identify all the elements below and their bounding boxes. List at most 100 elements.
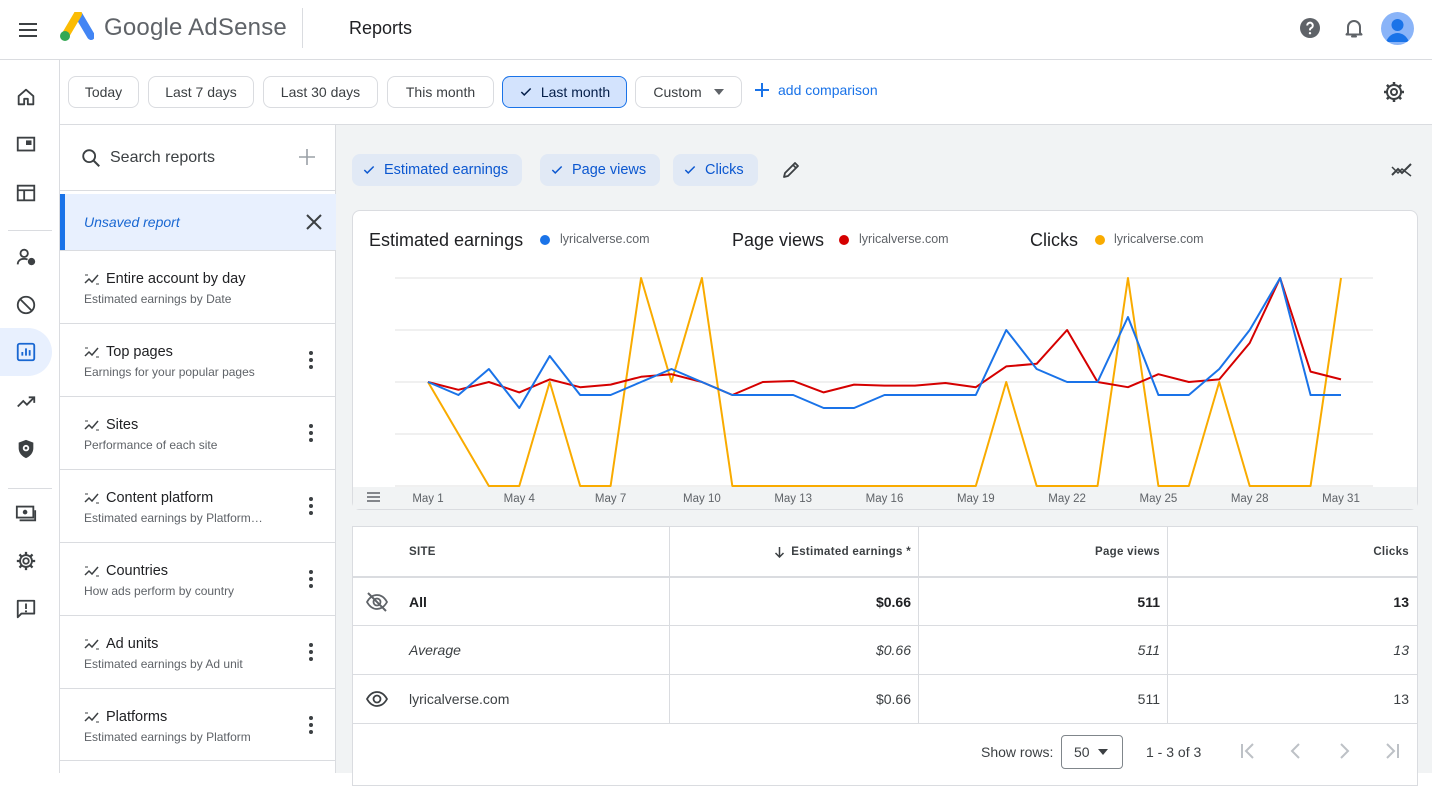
trend-icon	[84, 493, 99, 504]
rows-per-page-select[interactable]: 50	[1061, 735, 1123, 769]
visibility-off-icon[interactable]	[365, 591, 389, 613]
metric-chip-label: Page views	[572, 162, 647, 178]
cell-site: Average	[409, 642, 461, 658]
report-subtitle: Estimated earnings by Ad unit	[84, 657, 243, 671]
nav-reports[interactable]	[0, 328, 52, 376]
metric-chip-estimated-earnings[interactable]: Estimated earnings	[352, 154, 523, 186]
last-page-icon[interactable]	[1383, 742, 1401, 760]
nav-blocking-controls[interactable]	[0, 281, 52, 329]
notifications-icon[interactable]	[1342, 16, 1366, 40]
search-reports[interactable]: Search reports	[60, 125, 336, 191]
next-page-icon[interactable]	[1335, 742, 1353, 760]
trend-icon	[84, 347, 99, 358]
first-page-icon[interactable]	[1239, 742, 1257, 760]
chip-last-7-days[interactable]: Last 7 days	[148, 76, 254, 108]
metric-chip-clicks[interactable]: Clicks	[673, 154, 758, 186]
help-icon[interactable]	[1298, 16, 1322, 40]
edit-metrics-icon[interactable]	[781, 160, 801, 180]
more-vert-icon[interactable]	[302, 569, 320, 589]
visibility-icon[interactable]	[365, 689, 389, 709]
more-vert-icon[interactable]	[302, 350, 320, 370]
rail-divider	[8, 230, 52, 231]
dropdown-arrow-icon	[713, 89, 724, 95]
gear-icon[interactable]	[1382, 80, 1406, 104]
legend-metric: Clicks	[1030, 230, 1078, 250]
table-header-row: SITE Estimated earnings * Page views Cli…	[353, 527, 1417, 577]
metric-chip-label: Estimated earnings	[384, 162, 509, 178]
report-item[interactable]: Countries How ads perform by country	[60, 542, 336, 615]
report-subtitle: Estimated earnings by Platform	[84, 730, 251, 744]
column-header-site[interactable]: SITE	[409, 545, 436, 558]
x-tick-label: May 1	[412, 493, 443, 505]
custom-date-dropdown[interactable]: Custom	[635, 76, 742, 108]
more-vert-icon[interactable]	[302, 642, 320, 662]
nav-account[interactable]	[0, 537, 52, 585]
cell-earnings: $0.66	[875, 642, 911, 658]
report-subtitle: Estimated earnings by Platform…	[84, 511, 263, 525]
report-item[interactable]: Top pages Earnings for your popular page…	[60, 323, 336, 396]
cell-page-views: 511	[1137, 593, 1160, 610]
report-title: Countries	[106, 563, 169, 579]
optimization-icon	[17, 396, 36, 408]
report-item[interactable]: Platforms Estimated earnings by Platform	[60, 688, 336, 761]
report-item[interactable]: Content platform Estimated earnings by P…	[60, 469, 336, 542]
chart-type-icon[interactable]	[1391, 161, 1413, 179]
rows-per-page-value: 50	[1074, 744, 1090, 760]
cell-clicks: 13	[1393, 642, 1409, 658]
feedback-icon	[16, 599, 36, 619]
metric-chip-page-views[interactable]: Page views	[540, 154, 661, 186]
chart-axis-band	[353, 487, 1417, 509]
chart-card: Estimated earnings lyricalverse.com Page…	[352, 210, 1418, 510]
more-vert-icon[interactable]	[302, 715, 320, 735]
nav-sites[interactable]	[0, 169, 52, 217]
add-comparison-button[interactable]: add comparison	[754, 82, 878, 98]
legend-dot-yellow	[1095, 235, 1105, 245]
nav-home[interactable]	[0, 73, 52, 121]
close-icon[interactable]	[303, 211, 325, 233]
nav-privacy-messaging[interactable]	[0, 233, 52, 281]
menu-icon[interactable]	[16, 18, 40, 42]
report-item[interactable]: Ad units Estimated earnings by Ad unit	[60, 615, 336, 688]
trend-icon	[84, 566, 99, 577]
show-rows-label: Show rows:	[981, 744, 1054, 760]
add-comparison-label: add comparison	[778, 82, 878, 98]
report-item[interactable]: Sites Performance of each site	[60, 396, 336, 469]
column-header-clicks[interactable]: Clicks	[1373, 545, 1409, 558]
nav-feedback[interactable]	[0, 585, 52, 633]
date-filter-bar: Today Last 7 days Last 30 days This mont…	[60, 60, 1432, 125]
column-header-page-views[interactable]: Page views	[1094, 545, 1160, 558]
unsaved-report-item[interactable]: Unsaved report	[60, 194, 336, 250]
table-pagination: Show rows: 50 1 - 3 of 3	[353, 725, 1417, 780]
chip-last-30-days[interactable]: Last 30 days	[263, 76, 378, 108]
adsense-logo	[60, 12, 94, 41]
column-header-earnings[interactable]: Estimated earnings *	[773, 527, 911, 576]
legend-metric: Estimated earnings	[369, 230, 524, 250]
column-divider	[918, 527, 919, 724]
new-report-icon[interactable]	[296, 146, 318, 168]
cell-clicks: 13	[1393, 691, 1409, 707]
report-title: Content platform	[106, 490, 214, 506]
search-input[interactable]: Search reports	[110, 149, 215, 166]
chip-last-month[interactable]: Last month	[502, 76, 627, 108]
search-icon	[82, 149, 100, 167]
legend-dot-blue	[540, 235, 550, 245]
nav-optimization[interactable]	[0, 377, 52, 425]
more-vert-icon[interactable]	[302, 496, 320, 516]
x-tick-label: May 7	[595, 493, 626, 505]
cell-page-views: 511	[1137, 642, 1160, 658]
nav-payments[interactable]	[0, 489, 52, 537]
legend-site: lyricalverse.com	[560, 232, 650, 246]
nav-policy-center[interactable]	[0, 425, 52, 473]
table-row: Average $0.66 511 13	[353, 626, 1417, 675]
policy-center-icon	[18, 439, 34, 459]
chip-today[interactable]: Today	[68, 76, 139, 108]
chart-data-table-icon[interactable]	[367, 492, 380, 502]
previous-page-icon[interactable]	[1287, 742, 1305, 760]
chip-this-month[interactable]: This month	[387, 76, 494, 108]
sites-icon	[16, 184, 36, 202]
nav-ads[interactable]	[0, 121, 52, 169]
more-vert-icon[interactable]	[302, 423, 320, 443]
avatar[interactable]	[1381, 12, 1414, 45]
report-subtitle: Earnings for your popular pages	[84, 365, 255, 379]
report-item[interactable]: Entire account by day Estimated earnings…	[60, 250, 336, 323]
